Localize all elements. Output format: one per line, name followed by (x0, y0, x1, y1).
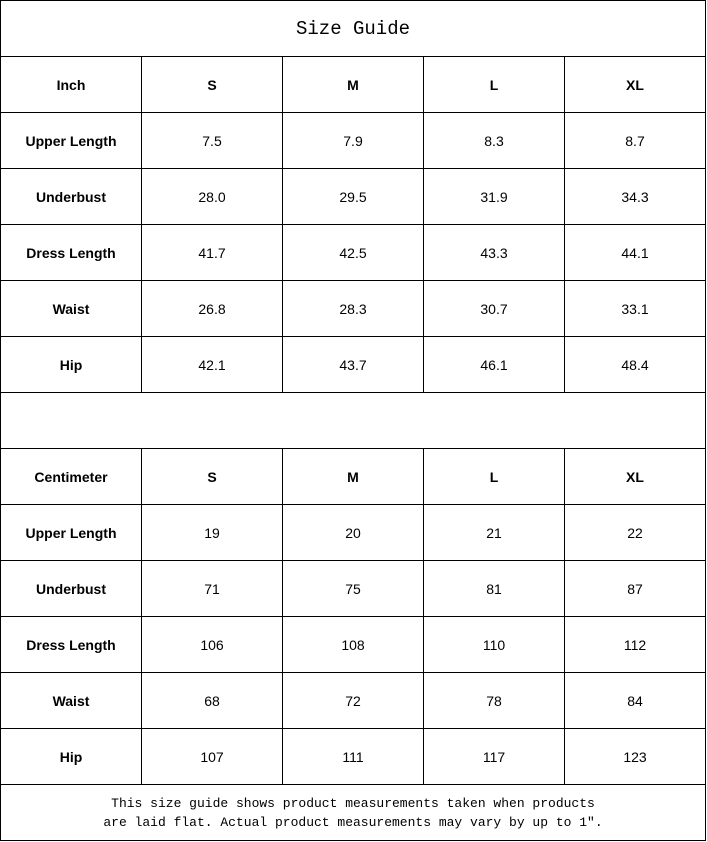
measurement-value: 20 (283, 505, 424, 561)
row-label: Dress Length (1, 617, 142, 673)
size-header-l: L (424, 57, 565, 113)
measurement-value: 81 (424, 561, 565, 617)
row-label: Upper Length (1, 113, 142, 169)
measurement-value: 22 (565, 505, 706, 561)
measurement-note: This size guide shows product measuremen… (1, 785, 706, 841)
measurement-value: 48.4 (565, 337, 706, 393)
table-row: Hip 107 111 117 123 (1, 729, 706, 785)
measurement-value: 8.3 (424, 113, 565, 169)
measurement-value: 7.9 (283, 113, 424, 169)
table-row: Hip 42.1 43.7 46.1 48.4 (1, 337, 706, 393)
row-label: Hip (1, 729, 142, 785)
measurement-value: 123 (565, 729, 706, 785)
size-header-l: L (424, 449, 565, 505)
row-label: Hip (1, 337, 142, 393)
measurement-value: 108 (283, 617, 424, 673)
table-row: Dress Length 41.7 42.5 43.3 44.1 (1, 225, 706, 281)
measurement-value: 42.1 (142, 337, 283, 393)
centimeter-section: Centimeter S M L XL Upper Length 19 20 21 22 Under… (1, 449, 706, 785)
table-row: Upper Length 19 20 21 22 (1, 505, 706, 561)
row-label: Waist (1, 281, 142, 337)
measurement-value: 19 (142, 505, 283, 561)
measurement-value: 84 (565, 673, 706, 729)
table-row: Underbust 28.0 29.5 31.9 34.3 (1, 169, 706, 225)
table-row: Dress Length 106 108 110 112 (1, 617, 706, 673)
page-title: Size Guide (1, 1, 706, 57)
table-row: Underbust 71 75 81 87 (1, 561, 706, 617)
measurement-value: 43.3 (424, 225, 565, 281)
row-label: Waist (1, 673, 142, 729)
table-row: Waist 26.8 28.3 30.7 33.1 (1, 281, 706, 337)
measurement-value: 111 (283, 729, 424, 785)
measurement-value: 28.3 (283, 281, 424, 337)
row-label: Upper Length (1, 505, 142, 561)
size-header-m: M (283, 449, 424, 505)
size-header-xl: XL (565, 57, 706, 113)
table-row: Waist 68 72 78 84 (1, 673, 706, 729)
spacer-row (1, 393, 706, 449)
size-header-m: M (283, 57, 424, 113)
header-row: Centimeter S M L XL (1, 449, 706, 505)
measurement-value: 72 (283, 673, 424, 729)
measurement-value: 41.7 (142, 225, 283, 281)
measurement-value: 21 (424, 505, 565, 561)
measurement-value: 44.1 (565, 225, 706, 281)
measurement-value: 78 (424, 673, 565, 729)
measurement-value: 46.1 (424, 337, 565, 393)
header-row: Inch S M L XL (1, 57, 706, 113)
measurement-value: 112 (565, 617, 706, 673)
measurement-value: 107 (142, 729, 283, 785)
measurement-value: 34.3 (565, 169, 706, 225)
row-label: Dress Length (1, 225, 142, 281)
size-header-s: S (142, 449, 283, 505)
measurement-value: 110 (424, 617, 565, 673)
measurement-value: 71 (142, 561, 283, 617)
note-line-1: This size guide shows product measuremen… (111, 795, 595, 811)
row-label: Underbust (1, 169, 142, 225)
measurement-value: 87 (565, 561, 706, 617)
measurement-value: 68 (142, 673, 283, 729)
table-row: Upper Length 7.5 7.9 8.3 8.7 (1, 113, 706, 169)
measurement-value: 28.0 (142, 169, 283, 225)
inch-section: Inch S M L XL Upper Length 7.5 7.9 8.3 8.7 Underbu… (1, 57, 706, 393)
measurement-value: 33.1 (565, 281, 706, 337)
size-header-xl: XL (565, 449, 706, 505)
measurement-value: 75 (283, 561, 424, 617)
unit-label: Inch (1, 57, 142, 113)
unit-label: Centimeter (1, 449, 142, 505)
measurement-value: 29.5 (283, 169, 424, 225)
measurement-value: 8.7 (565, 113, 706, 169)
measurement-value: 7.5 (142, 113, 283, 169)
measurement-value: 43.7 (283, 337, 424, 393)
measurement-value: 117 (424, 729, 565, 785)
measurement-value: 30.7 (424, 281, 565, 337)
measurement-value: 31.9 (424, 169, 565, 225)
size-header-s: S (142, 57, 283, 113)
measurement-value: 26.8 (142, 281, 283, 337)
row-label: Underbust (1, 561, 142, 617)
note-line-2: are laid flat. Actual product measuremen… (103, 814, 603, 830)
measurement-value: 106 (142, 617, 283, 673)
measurement-value: 42.5 (283, 225, 424, 281)
